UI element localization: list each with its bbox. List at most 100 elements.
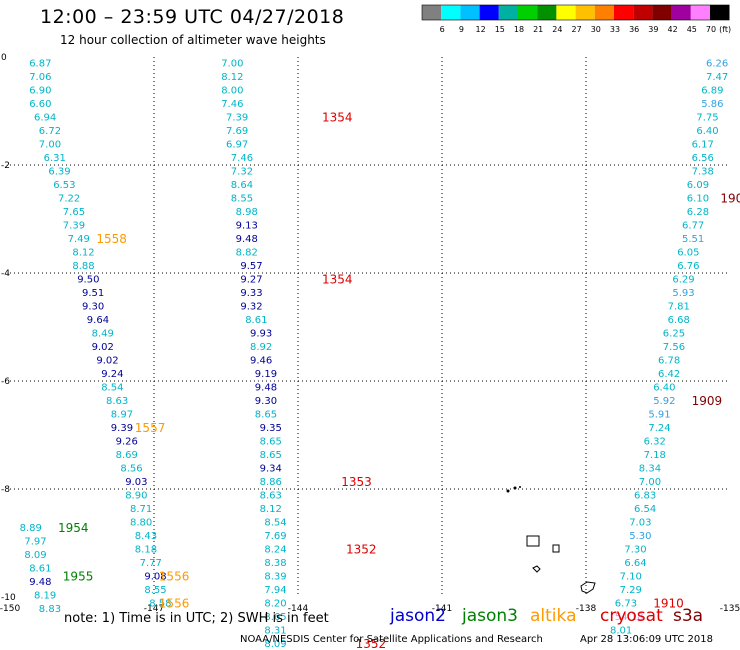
wave-height-value: 6.40 (696, 126, 718, 137)
wave-height-value: 7.56 (663, 342, 685, 353)
wave-height-value: 9.51 (82, 288, 104, 299)
colorbar-swatch (710, 5, 730, 20)
wave-height-value: 8.01 (610, 625, 632, 636)
wave-height-value: 5.51 (682, 234, 704, 245)
wave-height-value: 9.13 (236, 220, 258, 231)
colorbar-frame (421, 4, 730, 21)
wave-height-value: 9.30 (255, 396, 277, 407)
colorbar-swatch (652, 5, 672, 20)
wave-height-value: 8.64 (231, 180, 253, 191)
satellite-s3a: s3a (673, 606, 704, 626)
wave-height-value: 7.03 (629, 517, 651, 528)
wave-height-value: 8.55 (144, 585, 166, 596)
wave-height-value: 8.69 (116, 450, 138, 461)
satellite-jason2: jason2 (390, 606, 446, 626)
colorbar-swatch (594, 5, 614, 20)
pass-time-label: 1352 (346, 542, 377, 556)
wave-height-value: 7.49 (68, 234, 90, 245)
satellite-jason3: jason3 (462, 606, 518, 626)
wave-height-value: 7.10 (620, 571, 642, 582)
wave-height-labels: 6.87 7.06 6.90 6.60 6.94 6.72 7.00 6.31 6.39 6.53… (20, 58, 729, 650)
chart-subtitle: 12 hour collection of altimeter wave hei… (60, 33, 326, 47)
wave-height-value: 7.46 (231, 153, 253, 164)
wave-height-value: 9.46 (250, 355, 272, 366)
island-mark (506, 489, 510, 493)
pass-time-label: 1908 (720, 191, 740, 205)
colorbar-label: 12 (476, 25, 486, 34)
colorbar-swatch (575, 5, 595, 20)
wave-height-value: 6.25 (663, 328, 685, 339)
wave-height-value: 8.65 (260, 436, 282, 447)
wave-height-value: 9.57 (240, 261, 262, 272)
wave-height-value: 9.02 (92, 342, 114, 353)
wave-height-value: 54.18 (615, 612, 644, 623)
colorbar-swatch (556, 5, 576, 20)
pass-time-label: 1354 (322, 110, 353, 124)
wave-height-value: 6.97 (226, 139, 248, 150)
wave-height-value: 9.19 (255, 369, 277, 380)
wave-height-value: 8.12 (221, 72, 243, 83)
wave-height-value: 9.34 (260, 463, 282, 474)
wave-height-value: 6.72 (39, 126, 61, 137)
wave-height-value: 7.94 (264, 585, 286, 596)
wave-height-value: 8.86 (260, 477, 282, 488)
wave-height-value: 8.56 (120, 463, 142, 474)
wave-height-value: 8.00 (221, 85, 243, 96)
wave-height-value: 6.78 (658, 355, 680, 366)
wave-height-value: 7.46 (221, 99, 243, 110)
wave-height-value: 8.38 (264, 558, 286, 569)
wave-height-value: 8.43 (135, 531, 157, 542)
wave-height-value: 8.61 (245, 315, 267, 326)
island-mark (513, 486, 517, 490)
wave-height-value: 7.39 (63, 220, 85, 231)
wave-height-value: 6.39 (48, 166, 70, 177)
pass-time-labels: 1354 1354 1353 1352 1352 1558 1557 1556 1556 1954… (58, 110, 740, 650)
wave-height-value: 8.89 (20, 523, 42, 534)
wave-height-value: 6.42 (658, 369, 680, 380)
pass-time-label: 1354 (322, 272, 353, 286)
y-tick-label: -10 (1, 593, 16, 603)
wave-height-value: 8.90 (125, 490, 147, 501)
colorbar-label: 6 (440, 25, 445, 34)
pass-time-label: 1556 (159, 596, 190, 610)
wave-height-value: 8.61 (29, 563, 51, 574)
wave-height-value: 5.91 (648, 409, 670, 420)
wave-height-value: 6.31 (44, 153, 66, 164)
pass-time-label: 1910 (653, 596, 684, 610)
colorbar-swatch (614, 5, 634, 20)
island-outline (532, 565, 541, 573)
x-tick-label: -138 (576, 604, 597, 614)
wave-height-value: 8.80 (130, 517, 152, 528)
colorbar-swatch (441, 5, 461, 20)
wave-height-value: 6.10 (687, 193, 709, 204)
credit-line: NOAA/NESDIS Center for Satellite Applica… (240, 634, 543, 645)
wave-height-value: 9.03 (125, 477, 147, 488)
pass-time-label: 1353 (341, 475, 372, 489)
wave-height-value: 7.00 (39, 139, 61, 150)
pass-time-label: 1558 (96, 232, 127, 246)
pass-time-label: 1352 (356, 637, 387, 650)
pass-time-label: 1557 (135, 421, 166, 435)
chart-title: 12:00 – 23:59 UTC 04/27/2018 (40, 6, 345, 28)
wave-height-value: 7.30 (624, 544, 646, 555)
wave-height-value: 7.47 (706, 72, 728, 83)
colorbar-label: 30 (591, 25, 601, 34)
wave-height-value: 9.33 (240, 288, 262, 299)
pass-time-label: 1556 (159, 569, 190, 583)
colorbar-label: 33 (610, 25, 620, 34)
wave-height-value: 9.48 (236, 234, 258, 245)
wave-height-value: 9.32 (240, 301, 262, 312)
colorbar-label: 70 (706, 25, 716, 34)
wave-height-value: 6.56 (692, 153, 714, 164)
wave-height-value: 9.02 (96, 355, 118, 366)
wave-height-value: 8.65 (255, 409, 277, 420)
wave-height-value: 9.48 (29, 577, 51, 588)
y-tick-label: -8 (1, 485, 10, 495)
colorbar-label: 45 (687, 25, 697, 34)
wave-height-value: 7.75 (696, 112, 718, 123)
grid (10, 57, 730, 597)
wave-height-value: 9.30 (82, 301, 104, 312)
wave-height-value: 6.60 (29, 99, 51, 110)
wave-height-value: 8.39 (264, 571, 286, 582)
